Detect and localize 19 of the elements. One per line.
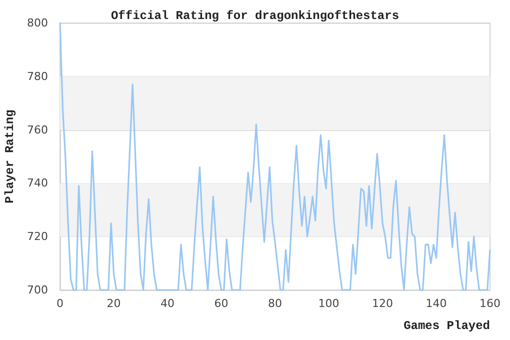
- y-tick-label: 800: [27, 16, 48, 30]
- x-tick-label: 40: [160, 297, 174, 310]
- y-tick-label: 700: [27, 284, 48, 296]
- line-series: [59, 22, 491, 291]
- x-axis-title: Games Played: [404, 319, 490, 333]
- chart-title: Official Rating for dragonkingofthestars: [110, 9, 400, 23]
- x-tick-label: 80: [268, 297, 282, 310]
- y-tick-label: 780: [27, 70, 48, 83]
- y-tick-label: 720: [27, 230, 48, 244]
- x-tick-label: 160: [480, 297, 500, 310]
- x-tick-label: 60: [214, 297, 228, 310]
- x-tick-label: 120: [372, 297, 393, 310]
- x-tick-label: 140: [426, 297, 447, 310]
- y-axis-title: Player Rating: [3, 110, 18, 204]
- y-tick-label: 740: [27, 176, 48, 190]
- x-tick-label: 0: [56, 297, 64, 310]
- x-tick-label: 100: [318, 297, 340, 310]
- y-tick-label: 760: [27, 123, 48, 136]
- x-tick-label: 20: [106, 297, 121, 310]
